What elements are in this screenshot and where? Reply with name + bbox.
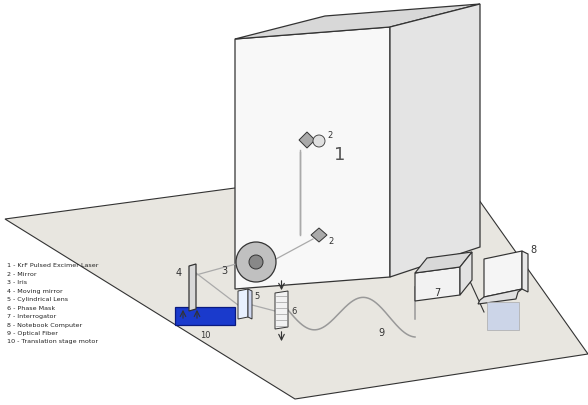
Text: 4: 4 [176,268,182,278]
Text: 10 - Translation stage motor: 10 - Translation stage motor [7,339,98,344]
Text: 9 - Optical Fiber: 9 - Optical Fiber [7,330,58,335]
Text: 2: 2 [327,130,332,139]
Text: 4 - Moving mirror: 4 - Moving mirror [7,288,63,293]
Text: 2: 2 [328,236,333,245]
Polygon shape [415,267,460,301]
Polygon shape [311,228,327,243]
Polygon shape [299,133,315,149]
Polygon shape [235,5,480,40]
Text: 5: 5 [254,291,259,300]
Polygon shape [189,264,196,311]
Text: 10: 10 [200,331,211,340]
Polygon shape [415,252,472,273]
Text: 7: 7 [435,287,440,297]
Polygon shape [522,252,528,292]
Text: 1: 1 [335,146,346,164]
Polygon shape [248,289,252,319]
Circle shape [236,243,276,282]
Text: 3: 3 [221,265,227,275]
Text: 3 - Iris: 3 - Iris [7,279,27,284]
Text: 1 - KrF Pulsed Excimer Laser: 1 - KrF Pulsed Excimer Laser [7,262,99,267]
Text: 6: 6 [291,307,296,316]
Polygon shape [235,28,390,289]
Polygon shape [275,291,288,329]
Text: 2 - Mirror: 2 - Mirror [7,271,36,276]
Polygon shape [460,252,472,295]
Polygon shape [390,5,480,277]
Text: 9: 9 [379,328,385,338]
Polygon shape [238,289,248,319]
Text: 7 - Interrogator: 7 - Interrogator [7,313,56,318]
Text: 8 - Notebook Computer: 8 - Notebook Computer [7,322,82,327]
Circle shape [249,256,263,269]
Bar [487,302,519,330]
Polygon shape [478,289,522,304]
Polygon shape [5,160,588,399]
Polygon shape [484,252,522,297]
Text: 5 - Cylindrical Lens: 5 - Cylindrical Lens [7,296,68,301]
Text: 6 - Phase Mask: 6 - Phase Mask [7,305,55,310]
Bar [175,307,235,325]
Text: 8: 8 [530,244,536,254]
Circle shape [313,136,325,148]
